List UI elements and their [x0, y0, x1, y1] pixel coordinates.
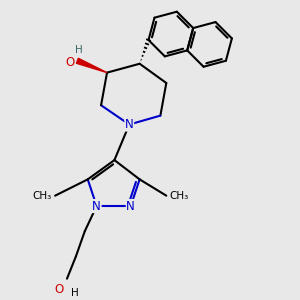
- Text: H: H: [75, 45, 83, 56]
- Text: O: O: [55, 283, 64, 296]
- Text: CH₃: CH₃: [170, 191, 189, 201]
- Polygon shape: [76, 58, 107, 73]
- Text: N: N: [125, 118, 134, 131]
- Text: CH₃: CH₃: [32, 191, 52, 201]
- Text: O: O: [65, 56, 74, 69]
- Text: N: N: [126, 200, 135, 212]
- Text: N: N: [92, 200, 101, 212]
- Text: H: H: [70, 288, 78, 298]
